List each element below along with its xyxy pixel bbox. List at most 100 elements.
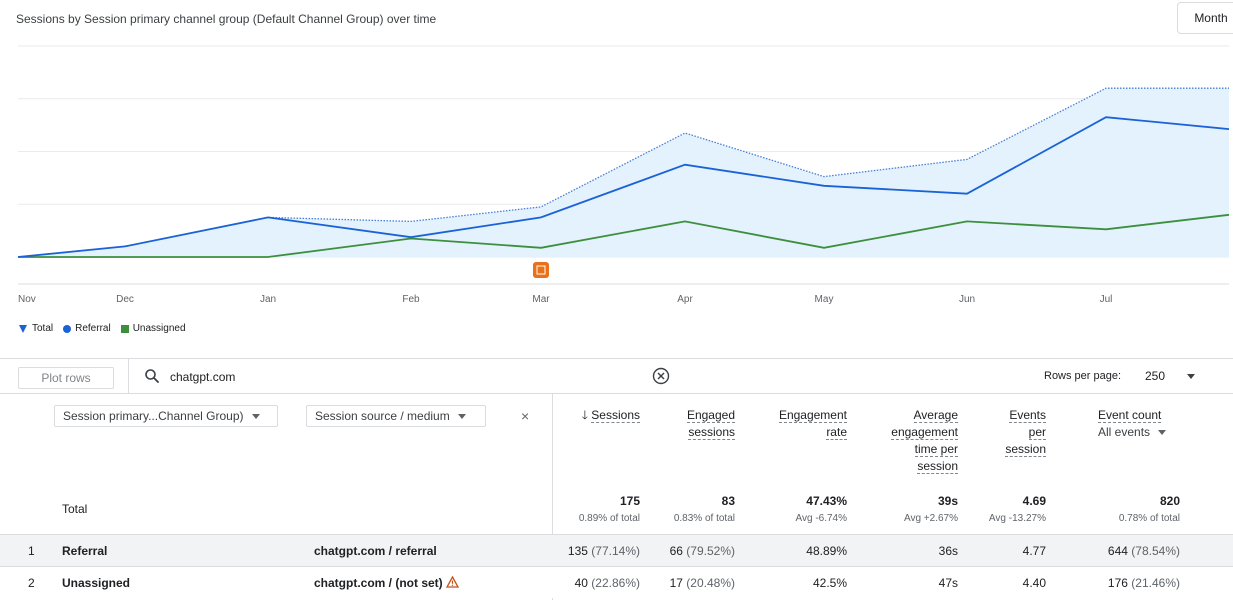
table-row[interactable]: 2 Unassigned chatgpt.com / (not set) 40 … <box>0 566 1233 598</box>
rows-per-page-label: Rows per page: <box>1044 370 1122 382</box>
granularity-button[interactable]: Month <box>1177 2 1233 34</box>
header-line: time per <box>914 442 958 457</box>
row-engaged-value: 17 <box>669 576 683 590</box>
search-icon <box>145 369 159 383</box>
rows-per-page-select[interactable]: 250 <box>1145 369 1166 383</box>
row-source-text: chatgpt.com / (not set) <box>314 576 443 590</box>
avg-engagement-time-column-header[interactable]: Average engagement time per session <box>866 407 958 475</box>
legend-item-referral[interactable]: Referral <box>63 323 111 334</box>
line-chart: Nov Dec Jan Feb Mar Apr May Jun Jul <box>17 45 1230 305</box>
total-event-count: 820 <box>1159 494 1180 508</box>
referral-series-line <box>17 116 1230 258</box>
events-per-session-column-header[interactable]: Events per session <box>986 407 1046 458</box>
legend-item-unassigned[interactable]: Unassigned <box>120 323 186 334</box>
row-source: chatgpt.com / (not set) <box>314 575 460 590</box>
x-tick-label: Feb <box>402 294 420 305</box>
rows-per-page-caret-icon[interactable] <box>1187 374 1195 380</box>
chevron-down-icon <box>457 413 466 419</box>
plot-rows-button[interactable]: Plot rows <box>18 367 114 389</box>
x-tick-label: Jul <box>1100 294 1113 305</box>
row-event-count: 176 (21.46%) <box>1080 576 1180 590</box>
row-sessions-pct: (22.86%) <box>591 576 640 590</box>
total-row-label: Total <box>62 502 88 516</box>
header-line: sessions <box>688 425 735 440</box>
sort-arrow-down-icon: 🡓 <box>581 408 588 422</box>
header-line: session <box>917 459 958 474</box>
row-index: 1 <box>28 544 35 558</box>
total-avg-time: 39s <box>937 494 958 508</box>
chart-legend: Total Referral Unassigned <box>18 323 186 334</box>
toolbar-divider <box>128 359 129 393</box>
row-engagement-rate: 42.5% <box>812 576 847 590</box>
row-avg-time: 36s <box>938 544 958 558</box>
legend-item-total[interactable]: Total <box>18 323 53 334</box>
row-channel: Referral <box>62 544 108 558</box>
event-count-column-header[interactable]: Event count All events <box>1098 407 1188 441</box>
row-sessions: 135 (77.14%) <box>560 544 640 558</box>
header-line: rate <box>826 425 847 440</box>
total-event-count-sub: 0.78% of total <box>1118 513 1180 524</box>
chevron-down-icon <box>251 413 260 419</box>
total-engaged: 83 <box>721 494 735 508</box>
row-events-per: 4.40 <box>1022 576 1046 590</box>
row-engaged-pct: (79.52%) <box>686 544 735 558</box>
header-line: per <box>1028 425 1046 440</box>
total-events-per-sub: Avg -13.27% <box>988 513 1046 524</box>
x-tick-label: Nov <box>18 294 36 305</box>
total-sessions: 175 <box>619 494 640 508</box>
event-filter-select[interactable]: All events <box>1098 424 1188 441</box>
total-area <box>18 88 1229 257</box>
total-sessions-sub: 0.89% of total <box>578 513 640 524</box>
event-filter-label: All events <box>1098 425 1151 439</box>
legend-label-referral: Referral <box>75 323 111 334</box>
x-tick-label: Mar <box>532 294 550 305</box>
unassigned-square-icon <box>120 324 129 333</box>
total-engaged-sub: 0.83% of total <box>673 513 735 524</box>
x-tick-label: Jun <box>959 294 975 305</box>
row-engaged-value: 66 <box>669 544 683 558</box>
primary-dimension-select[interactable]: Session primary...Channel Group) <box>54 405 278 427</box>
remove-dimension-close-icon[interactable]: × <box>521 408 530 424</box>
row-sessions: 40 (22.86%) <box>560 576 640 590</box>
sessions-column-header[interactable]: 🡓 Sessions <box>570 407 640 424</box>
row-engaged: 17 (20.48%) <box>655 576 735 590</box>
chevron-down-icon <box>1158 430 1167 435</box>
header-line: Engaged <box>686 408 735 423</box>
annotation-marker-icon <box>533 262 549 278</box>
table-row[interactable]: 1 Referral chatgpt.com / referral 135 (7… <box>0 534 1233 566</box>
header-line: Engagement <box>778 408 847 423</box>
sessions-header-label: Sessions <box>591 408 640 423</box>
engagement-rate-column-header[interactable]: Engagement rate <box>760 407 847 441</box>
legend-label-unassigned: Unassigned <box>132 323 186 334</box>
header-line: engagement <box>891 425 958 440</box>
row-sessions-value: 40 <box>574 576 588 590</box>
row-event-count-value: 176 <box>1107 576 1128 590</box>
table-toolbar: Plot rows Rows per page: 250 <box>0 358 1233 394</box>
row-channel: Unassigned <box>62 576 131 590</box>
legend-label-total: Total <box>32 323 54 334</box>
x-tick-label: May <box>815 294 834 305</box>
total-avg-time-sub: Avg +2.67% <box>903 513 958 524</box>
row-avg-time: 47s <box>938 576 958 590</box>
warning-icon[interactable] <box>445 575 460 588</box>
secondary-dimension-select[interactable]: Session source / medium <box>306 405 486 427</box>
header-line: session <box>1005 442 1046 457</box>
row-source: chatgpt.com / referral <box>314 544 437 558</box>
total-engagement-rate-sub: Avg -6.74% <box>795 513 847 524</box>
clear-search-icon[interactable] <box>652 367 670 385</box>
x-tick-label: Dec <box>116 294 134 305</box>
row-event-count-pct: (21.46%) <box>1131 576 1180 590</box>
search-input[interactable] <box>170 367 470 387</box>
total-engagement-rate: 47.43% <box>806 494 847 508</box>
engaged-sessions-column-header[interactable]: Engaged sessions <box>664 407 735 441</box>
header-line: Event count <box>1098 408 1162 423</box>
primary-dimension-label: Session primary...Channel Group) <box>63 409 244 423</box>
row-sessions-pct: (77.14%) <box>591 544 640 558</box>
header-line: Average <box>913 408 958 423</box>
row-engaged: 66 (79.52%) <box>655 544 735 558</box>
annotation-marker-glyph <box>536 265 546 275</box>
x-tick-label: Jan <box>260 294 276 305</box>
row-event-count-value: 644 <box>1107 544 1128 558</box>
referral-dot-icon <box>63 324 72 333</box>
row-index: 2 <box>28 576 35 590</box>
